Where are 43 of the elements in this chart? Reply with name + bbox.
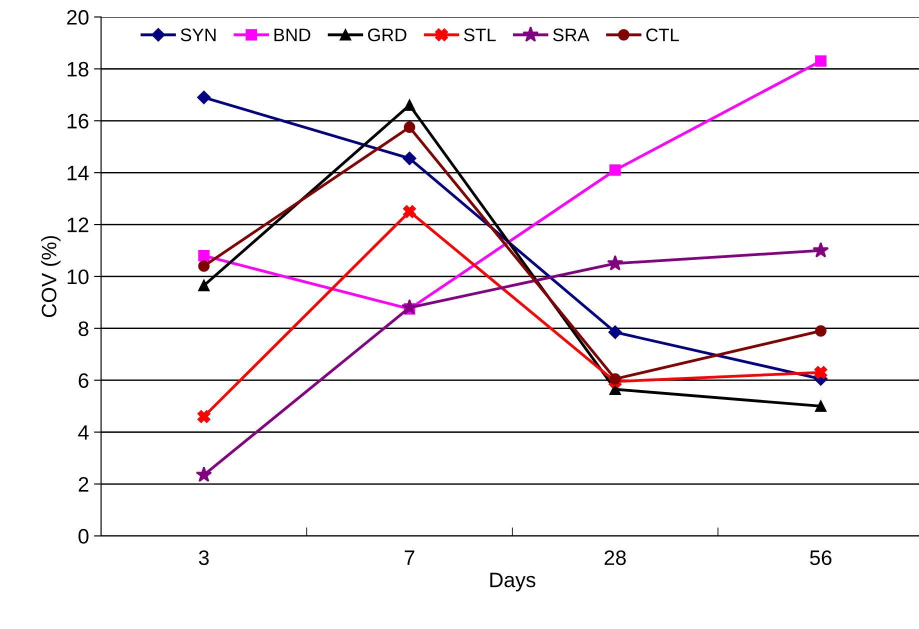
point	[402, 152, 416, 166]
legend-label: BND	[274, 28, 310, 42]
x-axis-title: Days	[490, 572, 536, 592]
point	[196, 466, 212, 482]
point	[404, 122, 416, 133]
point	[404, 100, 416, 111]
legend-label: STL	[464, 28, 496, 42]
y-tick-label: 0	[78, 528, 88, 544]
y-tick-label: 6	[78, 373, 88, 388]
y-tick-label: 12	[68, 218, 88, 232]
legend-label: CTL	[646, 28, 679, 42]
point	[198, 260, 210, 272]
y-tick-label: 14	[68, 166, 89, 180]
point	[198, 410, 210, 423]
point	[198, 250, 210, 262]
point	[403, 205, 416, 218]
point	[607, 255, 624, 270]
x-tick-label: 7	[404, 550, 414, 565]
legend-label: SYN	[180, 28, 216, 42]
point	[608, 326, 622, 339]
x-tick-label: 28	[604, 550, 626, 566]
y-tick-label: 2	[78, 477, 88, 492]
y-tick-label: 8	[78, 321, 88, 336]
point	[815, 325, 826, 337]
y-tick-label: 18	[68, 62, 88, 77]
x-tick-label: 3	[198, 550, 209, 566]
point	[198, 280, 210, 292]
point	[609, 373, 621, 385]
point	[814, 366, 828, 379]
point	[812, 242, 829, 258]
x-tick-label: 56	[810, 550, 832, 566]
point	[815, 55, 826, 67]
y-tick-label: 20	[67, 10, 88, 25]
y-tick-label: 16	[68, 114, 88, 129]
point	[197, 90, 211, 104]
legend-label: SRA	[553, 28, 590, 42]
y-tick-label: 4	[78, 425, 89, 440]
y-tick-label: 10	[68, 269, 88, 284]
point	[815, 400, 826, 412]
y-axis-title: COV (%)	[41, 236, 61, 318]
legend-label: GRD	[368, 28, 406, 42]
point	[609, 164, 621, 176]
point	[401, 299, 418, 315]
